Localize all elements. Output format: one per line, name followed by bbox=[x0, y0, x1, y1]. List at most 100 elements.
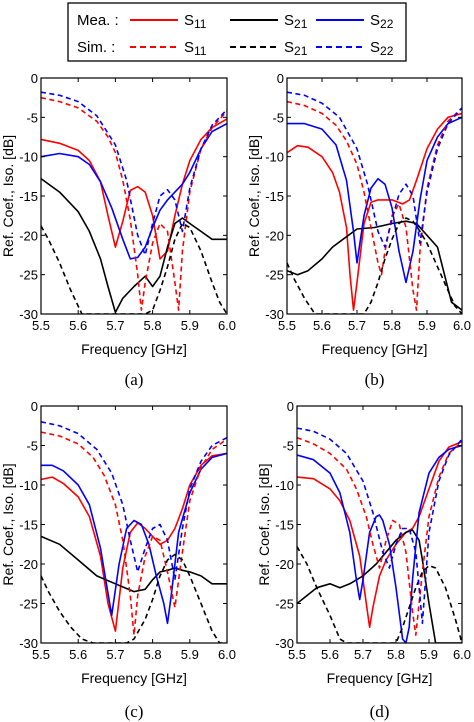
y-tick-label: -25 bbox=[275, 597, 294, 612]
series-sim-s22 bbox=[297, 427, 462, 625]
x-tick-label: 5.6 bbox=[69, 647, 87, 662]
legend-label: S22 bbox=[370, 39, 394, 58]
y-tick-label: -5 bbox=[282, 439, 294, 454]
y-tick-label: -20 bbox=[265, 228, 284, 243]
series-mea-s22 bbox=[297, 444, 462, 643]
x-tick-label: 5.9 bbox=[420, 647, 438, 662]
y-tick-label: -30 bbox=[19, 636, 38, 651]
x-tick-label: 5.6 bbox=[313, 318, 331, 333]
y-tick-label: -15 bbox=[265, 189, 284, 204]
y-tick-label: -15 bbox=[275, 518, 294, 533]
series-group bbox=[41, 91, 227, 314]
chart-panel-d: 0 -5 -10 -15 -20 -25 -305.5 5.6 5.7 5.8 5.9 6.0 Freq… bbox=[256, 399, 471, 721]
series-group bbox=[297, 427, 462, 643]
y-tick-label: -25 bbox=[19, 268, 38, 283]
y-tick-label: 0 bbox=[31, 71, 38, 86]
x-tick-label: 5.9 bbox=[181, 318, 199, 333]
legend-row-label: Sim. : bbox=[77, 39, 115, 56]
x-axis-label: Frequency [GHz] bbox=[81, 341, 187, 357]
series-sim-s22 bbox=[287, 91, 462, 248]
y-tick-label: -25 bbox=[265, 268, 284, 283]
y-tick-label: -10 bbox=[275, 478, 294, 493]
series-group bbox=[287, 91, 462, 314]
chart-panel-b: 0 -5 -10 -15 -20 -25 -305.5 5.6 5.7 5.8 5.9 6.0 Freq… bbox=[246, 71, 471, 389]
y-tick-label: 0 bbox=[277, 71, 284, 86]
x-tick-label: 5.5 bbox=[32, 647, 50, 662]
chart-panel-a: 0 -5 -10 -15 -20 -25 -305.5 5.6 5.7 5.8 5.9 6.0 Freq… bbox=[0, 71, 236, 389]
x-tick-label: 5.8 bbox=[387, 647, 405, 662]
plot-area bbox=[297, 406, 462, 643]
x-axis-label: Frequency [GHz] bbox=[322, 341, 428, 357]
legend-label: S21 bbox=[284, 12, 308, 31]
x-tick-label: 5.8 bbox=[144, 647, 162, 662]
x-tick-label: 5.8 bbox=[144, 318, 162, 333]
y-tick-label: -30 bbox=[265, 307, 284, 322]
x-tick-label: 5.9 bbox=[181, 647, 199, 662]
series-sim-s11 bbox=[41, 431, 227, 636]
panel-caption: (c) bbox=[125, 702, 144, 721]
series-mea-s22 bbox=[287, 116, 462, 284]
y-tick-label: -5 bbox=[26, 439, 38, 454]
x-tick-label: 5.7 bbox=[354, 647, 372, 662]
x-tick-label: 6.0 bbox=[453, 318, 471, 333]
series-group bbox=[41, 421, 227, 643]
y-tick-label: -30 bbox=[19, 307, 38, 322]
series-sim-s21 bbox=[297, 546, 462, 643]
y-tick-label: -15 bbox=[19, 518, 38, 533]
y-tick-label: -15 bbox=[19, 189, 38, 204]
series-sim-s22 bbox=[41, 91, 227, 256]
series-mea-s11 bbox=[41, 118, 227, 260]
plot-area bbox=[41, 78, 227, 314]
x-tick-label: 5.9 bbox=[418, 318, 436, 333]
x-tick-label: 6.0 bbox=[453, 647, 471, 662]
legend-box bbox=[67, 2, 407, 62]
x-tick-label: 5.7 bbox=[106, 318, 124, 333]
x-axis-label: Frequency [GHz] bbox=[327, 670, 433, 686]
y-tick-label: -10 bbox=[265, 150, 284, 165]
plot-area bbox=[287, 78, 462, 314]
y-axis-label: Ref. Coef., Iso. [dB] bbox=[0, 463, 16, 585]
x-tick-label: 5.5 bbox=[288, 647, 306, 662]
series-mea-s22 bbox=[41, 452, 227, 625]
series-sim-s21 bbox=[287, 217, 462, 314]
x-tick-label: 6.0 bbox=[218, 647, 236, 662]
y-tick-label: -5 bbox=[26, 110, 38, 125]
series-mea-s22 bbox=[41, 122, 227, 260]
x-tick-label: 5.6 bbox=[321, 647, 339, 662]
series-sim-s11 bbox=[297, 436, 462, 636]
y-tick-label: -20 bbox=[275, 557, 294, 572]
x-tick-label: 6.0 bbox=[218, 318, 236, 333]
series-mea-s11 bbox=[297, 440, 462, 629]
x-tick-label: 5.8 bbox=[383, 318, 401, 333]
legend-label: S11 bbox=[184, 39, 207, 58]
x-tick-label: 5.5 bbox=[278, 318, 296, 333]
y-axis-label: Ref. Coef., Iso. [dB] bbox=[246, 135, 262, 257]
y-tick-label: 0 bbox=[287, 399, 294, 414]
series-mea-s11 bbox=[287, 112, 462, 311]
chart-panel-c: 0 -5 -10 -15 -20 -25 -305.5 5.6 5.7 5.8 5.9 6.0 Freq… bbox=[0, 399, 236, 721]
y-axis-label: Ref. Coef., Iso. [dB] bbox=[0, 135, 16, 257]
series-sim-s22 bbox=[41, 421, 227, 581]
panel-caption: (a) bbox=[125, 370, 144, 389]
y-tick-label: 0 bbox=[31, 399, 38, 414]
legend-label: S11 bbox=[184, 12, 207, 31]
y-tick-label: -25 bbox=[19, 597, 38, 612]
y-tick-label: -30 bbox=[275, 636, 294, 651]
panel-caption: (b) bbox=[365, 370, 385, 389]
series-sim-s21 bbox=[41, 222, 227, 314]
y-tick-label: -10 bbox=[19, 150, 38, 165]
x-tick-label: 5.5 bbox=[32, 318, 50, 333]
series-sim-s11 bbox=[41, 96, 227, 311]
x-axis-label: Frequency [GHz] bbox=[81, 670, 187, 686]
legend-label: S22 bbox=[370, 12, 394, 31]
y-tick-label: -20 bbox=[19, 228, 38, 243]
y-tick-label: -20 bbox=[19, 557, 38, 572]
y-axis-label: Ref. Coef., Iso. [dB] bbox=[256, 463, 272, 585]
series-mea-s21 bbox=[41, 178, 227, 314]
y-tick-label: -10 bbox=[19, 478, 38, 493]
x-tick-label: 5.6 bbox=[69, 318, 87, 333]
x-tick-label: 5.7 bbox=[348, 318, 366, 333]
x-tick-label: 5.7 bbox=[106, 647, 124, 662]
legend-row-label: Mea. : bbox=[77, 12, 119, 29]
